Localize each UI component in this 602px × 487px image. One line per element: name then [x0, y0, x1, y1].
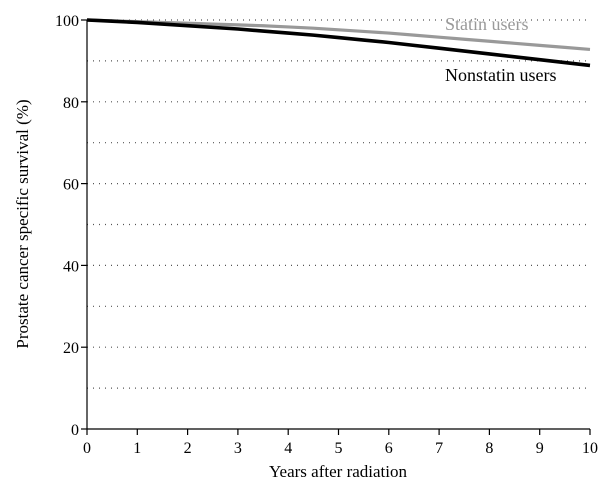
x-tick-label-1: 1 [133, 440, 141, 457]
x-tick-label-5: 5 [335, 440, 343, 457]
x-tick-label-9: 9 [536, 440, 544, 457]
x-tick-label-7: 7 [435, 440, 443, 457]
series-line-nonstatin-users [86, 18, 591, 68]
y-tick-label-20: 20 [63, 340, 79, 357]
x-tick-label-2: 2 [184, 440, 192, 457]
x-tick-label-4: 4 [284, 440, 292, 457]
series-label-nonstatin-users: Nonstatin users [445, 65, 557, 85]
y-tick-label-40: 40 [63, 258, 79, 275]
y-tick-label-80: 80 [63, 95, 79, 112]
x-tick-label-0: 0 [83, 440, 91, 457]
y-axis-title: Prostate cancer specific survival (%) [13, 99, 32, 348]
series-lines [86, 18, 591, 68]
x-tick-label-10: 10 [582, 440, 598, 457]
y-tick-label-60: 60 [63, 177, 79, 194]
series-label-statin-users: Statin users [445, 14, 529, 34]
y-tick-label-0: 0 [71, 422, 79, 439]
y-tick-label-100: 100 [55, 13, 79, 30]
x-tick-label-8: 8 [485, 440, 493, 457]
x-axis-title: Years after radiation [269, 462, 408, 481]
y-ticks: 0 20 40 60 80 100 [55, 13, 87, 439]
x-ticks: 0 1 2 3 4 5 6 7 8 9 10 [83, 429, 598, 457]
series-line-statin-users [86, 18, 591, 52]
x-tick-label-3: 3 [234, 440, 242, 457]
x-tick-label-6: 6 [385, 440, 393, 457]
